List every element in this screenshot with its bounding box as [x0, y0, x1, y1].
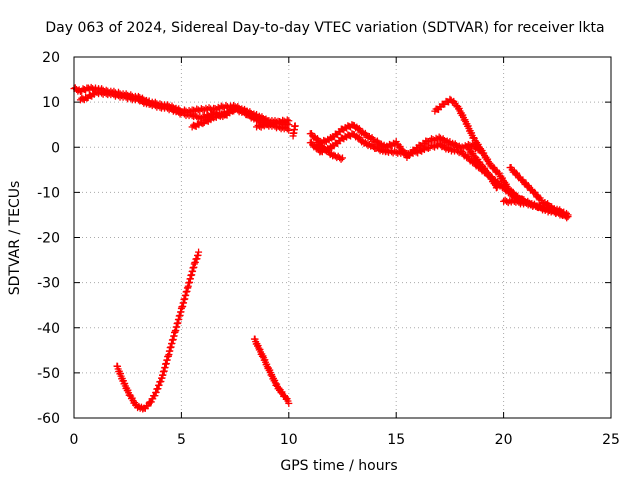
series-branch-8h: [253, 116, 293, 131]
y-tick-label: -10: [37, 185, 60, 201]
series-steep-line-2: [463, 143, 501, 192]
series-dip-12h: [313, 139, 346, 163]
y-tick-label: 20: [42, 50, 60, 66]
x-tick-label: 25: [602, 432, 620, 448]
series-u-curve: [113, 248, 203, 413]
chart-title: Day 063 of 2024, Sidereal Day-to-day VTE…: [45, 20, 604, 36]
series-branch-5h: [188, 105, 239, 131]
x-tick-label: 0: [70, 432, 79, 448]
data-points: [70, 83, 572, 413]
x-tick-label: 5: [177, 432, 186, 448]
y-tick-label: 10: [42, 95, 60, 111]
x-tick-label: 15: [387, 432, 405, 448]
series-outlier-10h: [289, 122, 299, 140]
y-tick-label: -20: [37, 231, 60, 247]
y-tick-label: -50: [37, 366, 60, 382]
x-axis-label: GPS time / hours: [280, 458, 397, 474]
y-axis-label: SDTVAR / TECUs: [7, 181, 23, 296]
series-falling-curve: [250, 335, 293, 407]
y-tick-label: -30: [37, 276, 60, 292]
grid: [74, 57, 611, 418]
plot-frame: [73, 56, 612, 419]
y-tick-label: 0: [51, 140, 60, 156]
series-tail-band: [500, 196, 572, 219]
x-tick-label: 10: [280, 432, 298, 448]
y-tick-label: -40: [37, 321, 60, 337]
x-tick-label: 20: [495, 432, 513, 448]
y-tick-label: -60: [37, 411, 60, 427]
